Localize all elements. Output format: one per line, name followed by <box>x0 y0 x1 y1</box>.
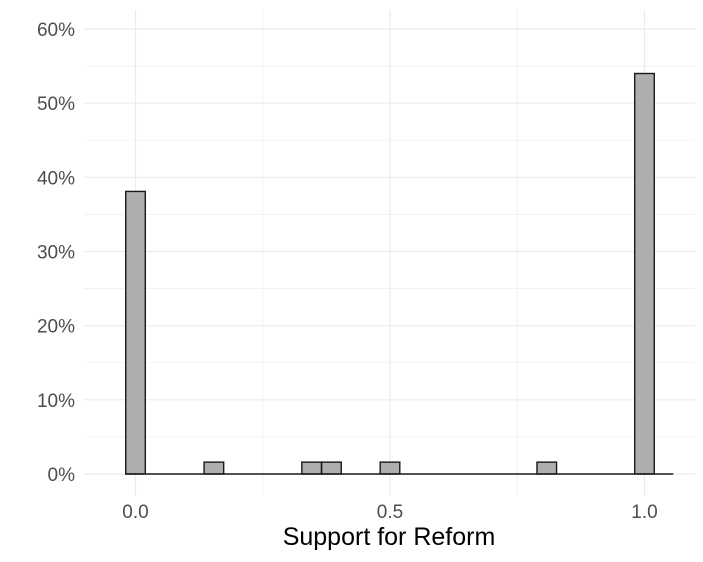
y-tick-label: 0% <box>48 465 76 486</box>
y-tick-label: 10% <box>37 391 75 412</box>
histogram-bar <box>634 72 655 475</box>
y-tick-label: 20% <box>37 317 75 338</box>
histogram-bar <box>379 461 401 475</box>
y-tick-labels: 0% 10% 20% 30% 40% 50% 60% <box>37 20 75 486</box>
y-tick-label: 50% <box>37 94 75 115</box>
x-tick-label: 0.0 <box>122 502 148 523</box>
histogram-bar <box>320 461 342 475</box>
bars-layer <box>125 72 674 475</box>
histogram-bar <box>125 190 146 475</box>
x-tick-label: 1.0 <box>631 502 657 523</box>
x-tick-labels: 0.0 0.5 1.0 <box>122 502 657 523</box>
y-tick-label: 30% <box>37 243 75 264</box>
y-tick-label: 60% <box>37 20 75 41</box>
y-tick-label: 40% <box>37 168 75 189</box>
grid-layer <box>84 10 695 496</box>
x-tick-label: 0.5 <box>377 502 403 523</box>
histogram-bar <box>536 461 558 475</box>
histogram-bar <box>301 461 323 475</box>
x-axis-title: Support for Reform <box>283 523 496 551</box>
histogram-bar <box>203 461 225 475</box>
